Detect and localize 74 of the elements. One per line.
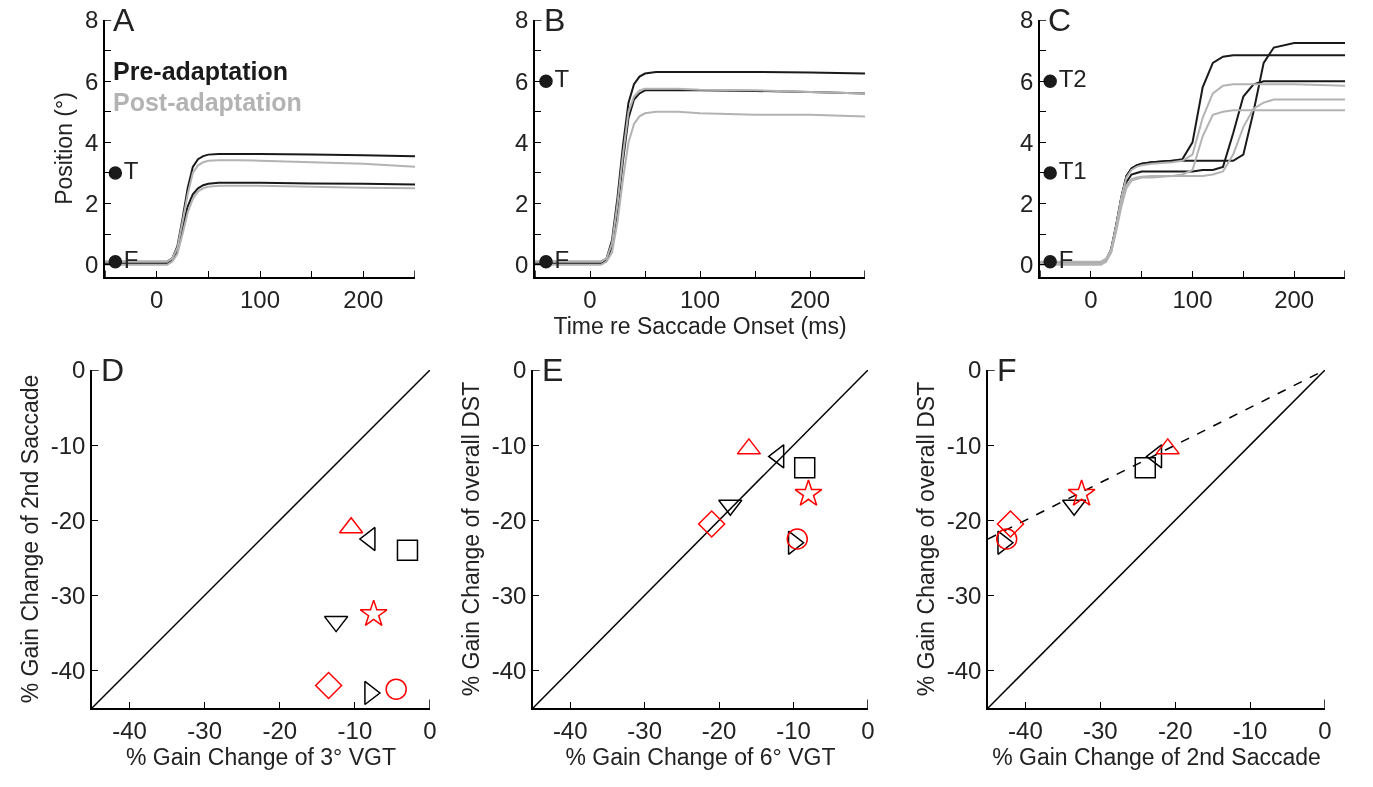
x-tick-label: -20 bbox=[701, 716, 737, 744]
x-tick-label: 0 bbox=[1318, 716, 1332, 744]
y-axis-title: % Gain Change of 2nd Saccade bbox=[16, 374, 43, 704]
y-tick-label: 8 bbox=[1020, 6, 1034, 34]
y-tick-label: 4 bbox=[515, 128, 529, 156]
y-tick-label: 0 bbox=[72, 356, 86, 384]
y-tick-label: -10 bbox=[946, 431, 982, 459]
y-tick-label: -30 bbox=[50, 581, 86, 609]
y-tick-label: 0 bbox=[515, 251, 529, 279]
y-tick-label: -40 bbox=[50, 656, 86, 684]
annotation: A bbox=[113, 2, 135, 38]
y-tick-label: 0 bbox=[85, 251, 99, 279]
annotation: C bbox=[1048, 2, 1072, 38]
y-tick-label: -30 bbox=[946, 581, 982, 609]
y-tick-label: 6 bbox=[85, 67, 99, 95]
x-tick-label: 0 bbox=[861, 716, 875, 744]
x-axis-title: % Gain Change of 6° VGT bbox=[565, 743, 836, 770]
y-tick-label: 4 bbox=[1020, 128, 1034, 156]
x-tick-label: -40 bbox=[552, 716, 588, 744]
x-tick-label: 200 bbox=[789, 285, 831, 313]
y-tick-label: -20 bbox=[491, 506, 527, 534]
x-axis-title: % Gain Change of 3° VGT bbox=[125, 743, 397, 770]
x-tick-label: -10 bbox=[337, 716, 373, 744]
x-axis-title: % Gain Change of 2nd Saccade bbox=[992, 743, 1321, 770]
x-tick-label: 0 bbox=[423, 716, 437, 744]
series-label: Post-adaptation bbox=[113, 88, 302, 116]
x-tick-label: 200 bbox=[1274, 285, 1315, 313]
x-tick-label: 200 bbox=[343, 285, 384, 313]
x-tick-label: -30 bbox=[187, 716, 223, 744]
x-tick-label: -30 bbox=[627, 716, 663, 744]
y-tick-label: 2 bbox=[85, 189, 99, 217]
x-tick-label: 100 bbox=[1172, 285, 1213, 313]
y-tick-label: 0 bbox=[1020, 251, 1034, 279]
data-label: T1 bbox=[1058, 156, 1087, 184]
x-tick-label: 0 bbox=[1084, 285, 1098, 313]
annotation: D bbox=[101, 352, 125, 388]
x-tick-label: 100 bbox=[239, 285, 281, 313]
x-tick-label: 100 bbox=[679, 285, 721, 313]
y-tick-label: -20 bbox=[50, 506, 86, 534]
y-tick-label: 6 bbox=[1020, 67, 1034, 95]
y-tick-label: 4 bbox=[85, 128, 99, 156]
y-tick-label: 6 bbox=[515, 67, 529, 95]
y-tick-label: -10 bbox=[50, 431, 86, 459]
y-tick-label: 2 bbox=[1020, 189, 1034, 217]
annotation: F bbox=[997, 352, 1017, 388]
y-tick-label: 8 bbox=[85, 6, 99, 34]
data-label: F bbox=[1058, 245, 1074, 273]
x-tick-label: -20 bbox=[262, 716, 298, 744]
x-tick-label: -10 bbox=[776, 716, 811, 744]
y-axis-title: Position (°) bbox=[51, 92, 78, 205]
y-tick-label: 0 bbox=[513, 356, 527, 384]
x-tick-label: -10 bbox=[1232, 716, 1268, 744]
y-tick-label: -40 bbox=[491, 656, 527, 684]
y-tick-label: -20 bbox=[946, 506, 982, 534]
y-tick-label: -30 bbox=[491, 581, 527, 609]
y-axis-title: % Gain Change of overall DST bbox=[912, 381, 939, 697]
y-tick-label: -40 bbox=[946, 656, 982, 684]
annotation: B bbox=[544, 2, 566, 38]
y-tick-label: 8 bbox=[515, 6, 529, 34]
annotation: E bbox=[542, 352, 564, 388]
data-label: T2 bbox=[1058, 65, 1087, 93]
x-tick-label: -40 bbox=[112, 716, 147, 744]
data-label: T bbox=[554, 65, 570, 93]
data-label: T bbox=[123, 156, 139, 184]
y-axis-title: % Gain Change of overall DST bbox=[457, 381, 484, 697]
x-axis-title: Time re Saccade Onset (ms) bbox=[553, 312, 847, 339]
y-tick-label: 2 bbox=[515, 189, 529, 217]
x-tick-label: -20 bbox=[1157, 716, 1193, 744]
x-tick-label: -30 bbox=[1082, 716, 1118, 744]
text: Pre-adaptation bbox=[113, 57, 289, 85]
y-tick-label: -10 bbox=[491, 431, 527, 459]
x-tick-label: 0 bbox=[583, 285, 597, 313]
x-tick-label: 0 bbox=[149, 285, 164, 313]
y-tick-label: 0 bbox=[968, 356, 982, 384]
